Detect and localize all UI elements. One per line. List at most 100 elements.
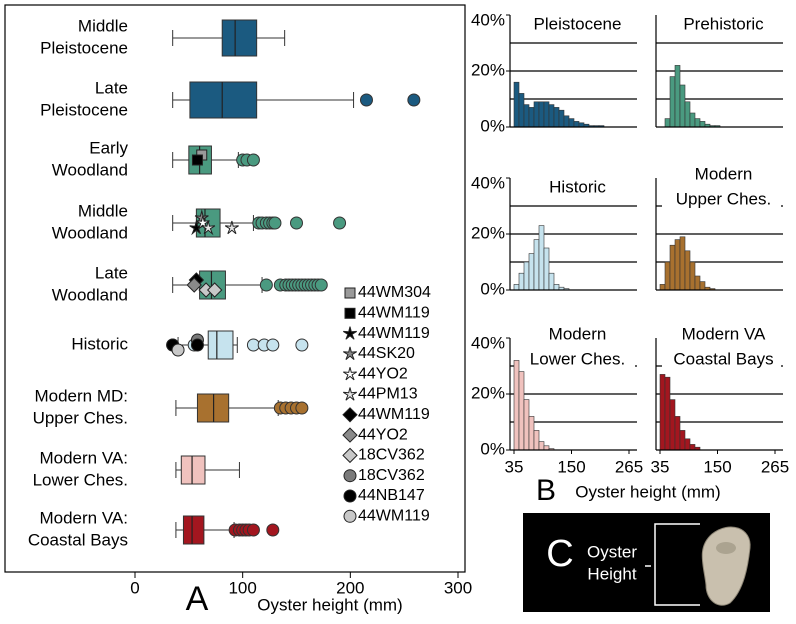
bar <box>553 107 560 128</box>
site-marker <box>343 489 357 503</box>
site-marker <box>343 367 357 381</box>
site-marker <box>206 282 223 298</box>
bar <box>689 112 696 128</box>
bar <box>694 275 701 291</box>
bar <box>513 360 520 451</box>
site-marker <box>190 338 204 352</box>
bar <box>538 225 545 291</box>
x-tick-label: 200 <box>336 578 364 597</box>
panel-title: Prehistoric <box>683 14 764 33</box>
bar <box>528 253 535 291</box>
legend-label: 44WM119 <box>358 325 430 342</box>
bar <box>679 84 686 128</box>
bar <box>553 284 560 291</box>
category-label: Middle <box>78 16 128 35</box>
x-tick-label: 100 <box>228 578 256 597</box>
outlier <box>407 93 421 107</box>
x-tick-label: 35 <box>651 457 670 476</box>
category-label: Woodland <box>52 160 128 179</box>
site-marker <box>171 343 185 357</box>
y-tick-label: 0% <box>480 116 505 135</box>
bar <box>543 101 550 128</box>
site-marker <box>344 307 356 319</box>
site-marker <box>343 469 357 483</box>
box <box>180 455 206 485</box>
y-tick-label: 40% <box>471 173 505 192</box>
bar <box>669 76 676 128</box>
panel-title: Upper Ches. <box>676 189 771 208</box>
bar <box>538 441 545 451</box>
y-tick-label: 0% <box>480 439 505 458</box>
bar <box>664 261 671 291</box>
legend-label: 44WM119 <box>358 508 430 525</box>
legend-label: 44WM119 <box>358 406 430 423</box>
category-label: Pleistocene <box>40 100 128 119</box>
bar <box>538 101 545 128</box>
title-background <box>516 177 635 199</box>
bar <box>694 118 701 128</box>
oyster-shell <box>701 526 751 606</box>
title-background <box>516 324 635 372</box>
bar <box>513 81 520 128</box>
category-label: Modern VA: <box>39 508 128 527</box>
outlier <box>295 401 309 415</box>
caption: Height <box>587 564 636 583</box>
bar <box>664 376 671 451</box>
bar <box>528 107 535 128</box>
panel-title: Modern <box>695 164 753 183</box>
category-label: Late <box>95 78 128 97</box>
legend-label: 44YO2 <box>358 365 408 382</box>
site-marker <box>342 427 358 443</box>
bar <box>523 261 530 291</box>
bar <box>543 445 550 451</box>
bar <box>518 93 525 128</box>
panel-label: A <box>186 580 209 618</box>
box <box>189 81 258 119</box>
outlier <box>290 216 303 230</box>
category-label: Coastal Bays <box>28 530 128 549</box>
title-background <box>662 14 781 36</box>
bar <box>563 115 570 128</box>
x-tick-label: 265 <box>761 457 789 476</box>
bar <box>684 101 691 128</box>
site-marker <box>224 220 239 235</box>
site-marker <box>343 326 357 340</box>
legend-label: 18CV362 <box>358 467 425 484</box>
bar <box>699 121 706 128</box>
bar <box>689 261 696 291</box>
site-marker <box>343 346 357 360</box>
bar <box>543 247 550 291</box>
outlier <box>314 278 328 292</box>
bar <box>528 416 535 451</box>
bar <box>659 374 666 451</box>
category-label: Upper Ches. <box>33 408 128 427</box>
bar <box>533 430 540 451</box>
outlier <box>266 523 280 537</box>
legend-label: 44SK20 <box>358 345 415 362</box>
x-tick-label: 0 <box>130 578 139 597</box>
category-label: Middle <box>78 201 128 220</box>
box <box>182 515 205 545</box>
legend-label: 44NB147 <box>358 487 425 504</box>
site-marker <box>201 220 216 236</box>
category-label: Late <box>95 263 128 282</box>
category-label: Woodland <box>52 285 128 304</box>
y-tick-label: 20% <box>471 223 505 242</box>
site-marker <box>343 387 357 401</box>
oyster-scar <box>716 542 736 554</box>
outlier <box>266 338 280 352</box>
bar <box>679 236 686 291</box>
bar <box>548 272 555 291</box>
bar <box>699 281 706 291</box>
bar <box>684 438 691 451</box>
panel-title: Coastal Bays <box>673 349 773 368</box>
bar <box>518 371 525 451</box>
category-label: Modern VA: <box>39 448 128 467</box>
site-marker <box>186 277 202 293</box>
x-tick-label: 150 <box>557 457 585 476</box>
bar <box>679 430 686 451</box>
bar <box>548 104 555 128</box>
bar <box>578 122 585 128</box>
panel-title: Pleistocene <box>534 14 622 33</box>
